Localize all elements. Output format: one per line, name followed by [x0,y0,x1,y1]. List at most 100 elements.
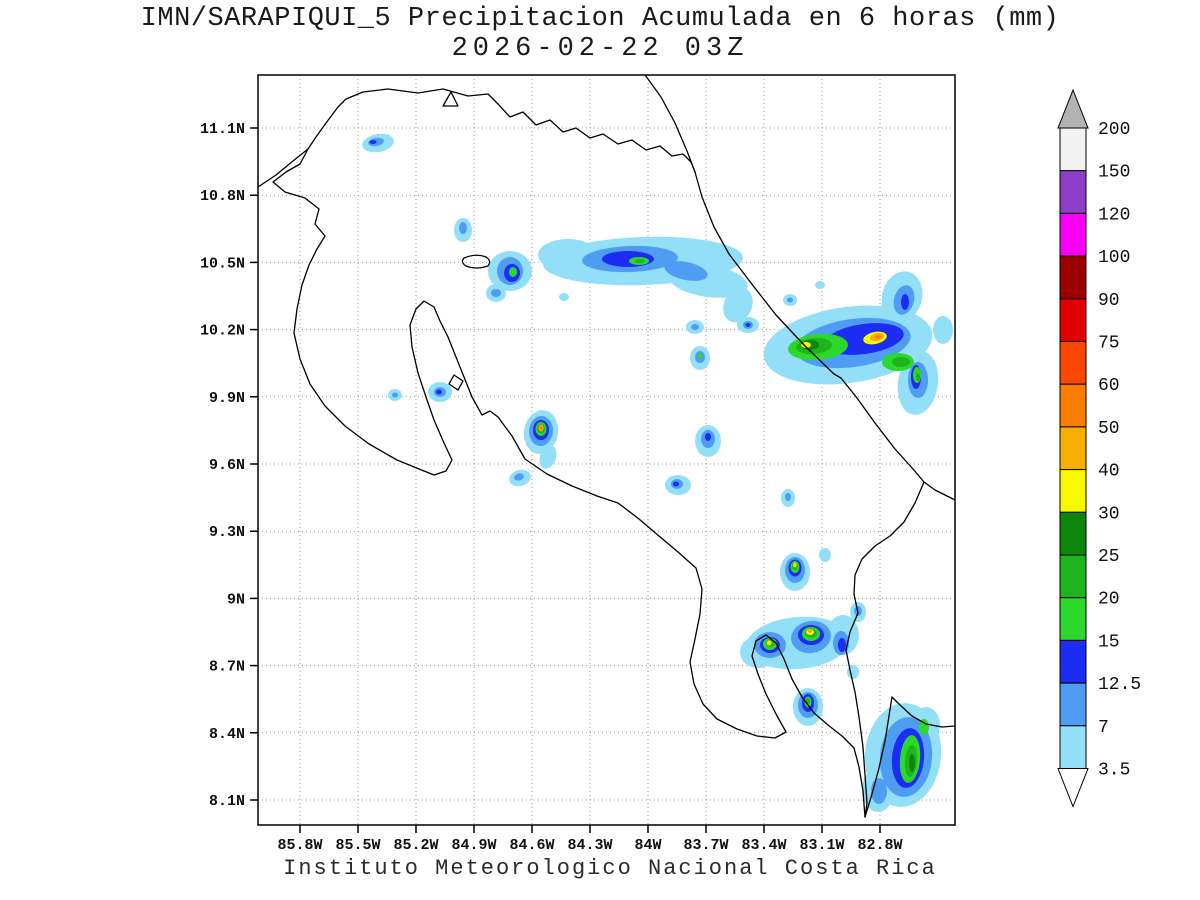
colorbar-segment [1059,725,1087,769]
colorbar-segment [1059,127,1087,172]
colorbar-label: 200 [1098,120,1130,140]
grid-layer [258,75,955,825]
colorbar-label: 150 [1098,163,1130,183]
island-outline [442,91,459,107]
plot-area [258,75,955,825]
precip-cell [539,445,557,469]
precip-cell [901,294,909,310]
precip-cell [369,140,377,144]
colorbar-segment [1059,554,1087,599]
x-axis-label: 82.8W [857,837,902,854]
precip-cell [673,481,679,487]
colorbar-segment [1059,426,1087,471]
precip-cell [635,259,645,263]
x-axis-label: 85.8W [277,837,322,854]
colorbar-label: 12.5 [1098,675,1141,695]
x-axis-label: 85.2W [393,837,438,854]
colorbar-segment [1059,383,1087,428]
y-axis-label: 8.7N [209,659,245,676]
y-axis-label: 9.3N [209,524,245,541]
coastline [258,88,696,188]
plot-clip-group [258,75,955,825]
colorbar-label: 40 [1098,462,1120,482]
y-axis-label: 9N [227,591,245,608]
precip-cell [793,562,797,568]
precip-cell [698,353,702,359]
precip-cell [838,638,846,652]
map-canvas: 85.8W 85.5W 85.2W 84.9W 84.6W 84.3W 84W 83.7W 83… [200,74,956,854]
precip-cell [723,287,753,323]
precip-cell [745,323,751,327]
plot-border [257,74,956,826]
precip-cell [392,392,398,398]
precip-cell [691,324,699,330]
island-outline [461,254,491,269]
precip-cell [705,433,711,441]
colorbar-label: 15 [1098,632,1120,652]
colorbar-segment [1059,639,1087,684]
colorbar-segment [1059,682,1087,727]
precip-cell [909,754,915,772]
x-axis-label: 83.1W [799,837,844,854]
colorbar-segment [1059,255,1087,300]
precip-cell [436,389,442,395]
colorbar-label: 25 [1098,547,1120,567]
x-axis-label: 83.7W [683,837,728,854]
colorbar-label: 75 [1098,334,1120,354]
coastline [644,75,696,173]
colorbar-segment [1059,511,1087,556]
y-axis-label: 8.4N [209,726,245,743]
chart-title-line1: IMN/SARAPIQUI_5 Precipitacion Acumulada … [140,4,1060,34]
colorbar-label: 60 [1098,376,1120,396]
chart-title-line2: 2026-02-22 03Z [451,34,749,64]
precip-cell [933,316,953,344]
coastline [864,696,955,818]
x-axis-label: 84.6W [509,837,554,854]
precip-cell [919,719,929,735]
precip-cell [806,698,810,704]
y-axis-label: 10.8N [200,188,245,205]
colorbar-label: 50 [1098,419,1120,439]
colorbar: 200 150 120 100 90 75 60 50 40 30 25 20 15 12.5 7 3.5 [1057,88,1141,808]
colorbar-label: 20 [1098,590,1120,610]
precip-cell [819,548,831,562]
y-axis-label: 11.1N [200,121,245,138]
y-axis-label: 8.1N [209,793,245,810]
colorbar-label: 100 [1098,248,1130,268]
x-axis-label: 85.5W [335,837,380,854]
axis-layer: 85.8W 85.5W 85.2W 84.9W 84.6W 84.3W 84W 83.7W 83… [200,121,903,854]
y-axis-label: 10.2N [200,323,245,340]
coastline [694,171,955,501]
precip-cell [664,261,708,281]
colorbar-segment [1059,597,1087,641]
chart-title: IMN/SARAPIQUI_5 Precipitacion Acumulada … [0,4,1200,64]
precip-cell [539,426,543,430]
x-axis-label: 84W [634,837,661,854]
footer-caption: Instituto Meteorologico Nacional Costa R… [283,856,937,881]
precip-cell [514,473,524,481]
colorbar-label: 3.5 [1098,761,1130,781]
colorbar-label: 30 [1098,504,1120,524]
precip-cell [509,267,517,277]
colorbar-segment [1059,298,1087,343]
precip-cell [459,222,467,234]
colorbar-label: 7 [1098,718,1109,738]
precip-cell [815,281,825,289]
colorbar-arrow-bottom [1057,768,1089,808]
precip-cell [559,293,569,301]
coastline-layer [258,75,955,818]
colorbar-segment [1059,170,1087,214]
precip-cell [491,289,501,297]
colorbar-label: 90 [1098,291,1120,311]
precip-cell [807,629,813,633]
precipitation-layer [362,133,953,812]
precip-cell [875,335,881,339]
colorbar-label: 120 [1098,205,1130,225]
y-axis-label: 9.6N [209,457,245,474]
coastline [272,148,866,818]
y-axis-label: 10.5N [200,255,245,272]
precip-cell [785,493,791,501]
precip-cell [916,373,920,381]
x-axis-label: 84.3W [567,837,612,854]
precip-cell [892,357,910,367]
